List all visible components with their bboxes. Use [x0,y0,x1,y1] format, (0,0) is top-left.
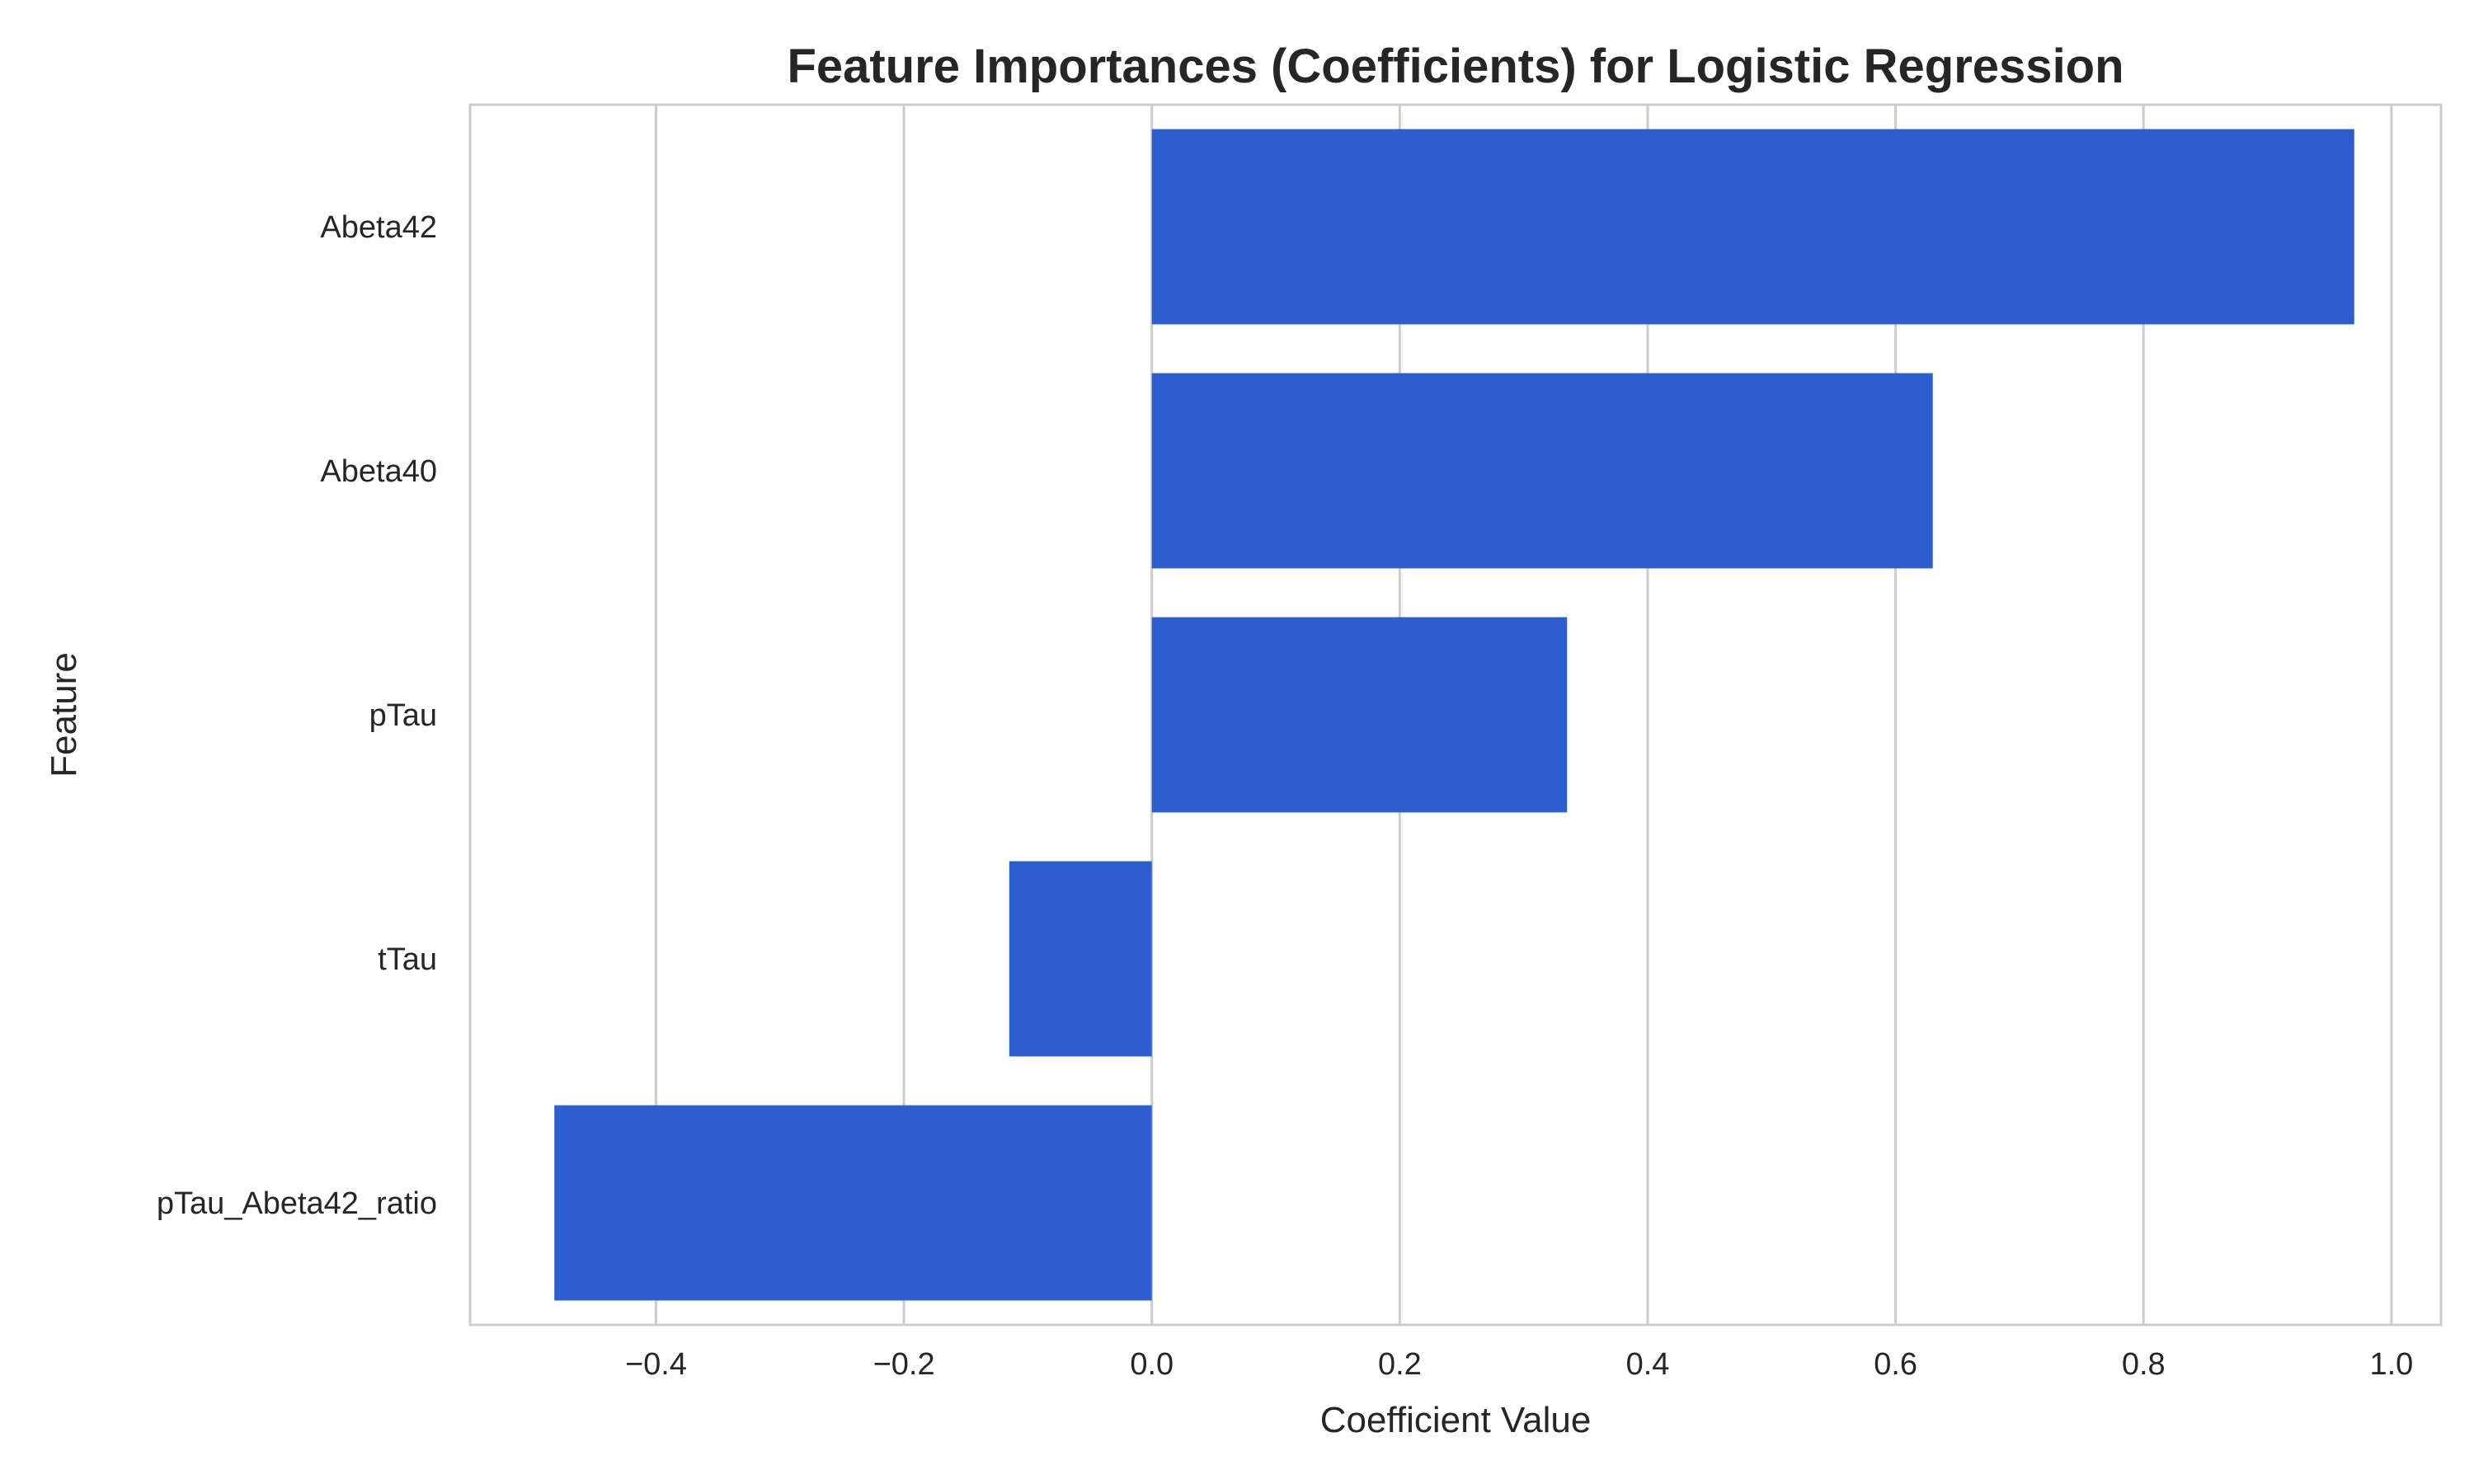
x-tick-label: 0.4 [1626,1347,1670,1382]
y-tick-label: tTau [378,942,437,977]
bars [554,129,2354,1301]
x-tick-label: 0.2 [1378,1347,1422,1382]
y-tick-label: pTau_Abeta42_ratio [157,1186,437,1221]
x-tick-label: 0.6 [1874,1347,1917,1382]
x-tick-label: −0.2 [873,1347,935,1382]
bar-ptau-abeta42-ratio [554,1105,1152,1301]
y-tick-label: Abeta40 [320,454,437,489]
plot-frame [468,103,2443,1327]
y-tick-label: Abeta42 [320,210,437,245]
y-tick-label: pTau [369,698,437,733]
bar-ttau [1009,861,1152,1057]
y-tick-labels: Abeta42 Abeta40 pTau tTau pTau_Abeta42_ratio [157,210,437,1221]
bar-abeta42 [1151,129,2354,325]
x-tick-label: 0.0 [1130,1347,1174,1382]
x-tick-label: −0.4 [625,1347,687,1382]
x-tick-label: 1.0 [2369,1347,2413,1382]
bar-abeta40 [1151,373,1933,569]
bar-ptau [1151,617,1568,813]
chart-title: Feature Importances (Coefficients) for L… [787,40,2124,93]
y-axis-label: Feature [44,652,84,777]
x-tick-labels: −0.4 −0.2 0.0 0.2 0.4 0.6 0.8 1.0 [625,1347,2413,1382]
x-axis-label: Coefficient Value [1320,1400,1592,1440]
x-tick-label: 0.8 [2122,1347,2166,1382]
